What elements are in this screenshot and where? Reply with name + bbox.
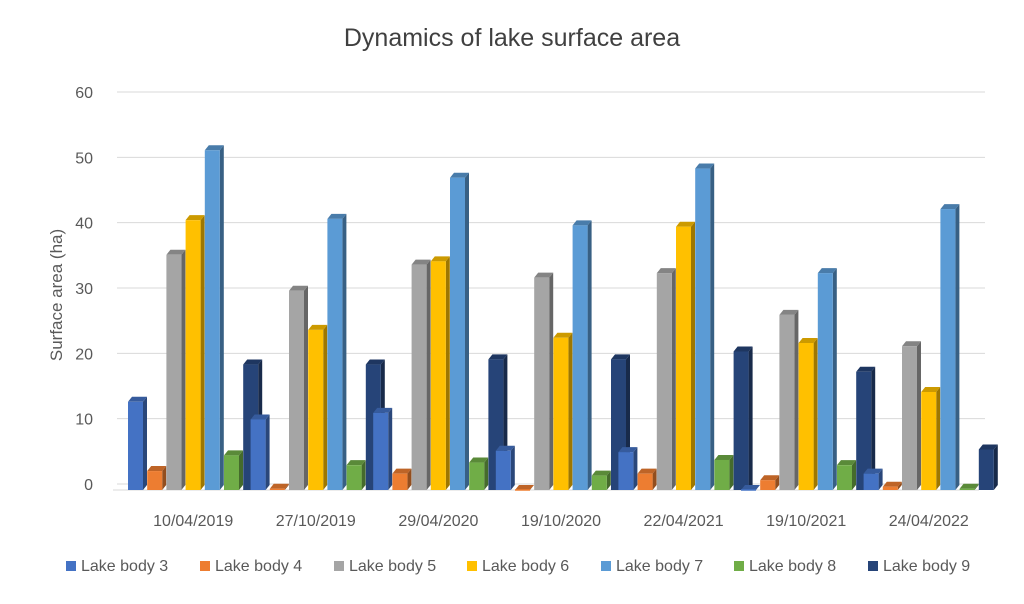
bar [656, 268, 676, 490]
bar [185, 215, 205, 490]
bar [204, 145, 224, 490]
legend: Lake body 3 Lake body 4 Lake body 5 Lake bo… [66, 558, 970, 575]
bar [534, 272, 554, 490]
bar [392, 468, 412, 490]
bar [676, 221, 695, 490]
bar [346, 460, 366, 490]
y-tick-label: 20 [75, 346, 93, 363]
bar [733, 346, 753, 490]
y-axis-label: Surface area (ha) [47, 229, 66, 361]
bar [289, 285, 308, 490]
bar [269, 483, 289, 490]
x-tick-label: 27/10/2019 [276, 513, 356, 530]
x-tick-labels: 10/04/2019 27/10/2019 29/04/2020 19/10/2020… [153, 513, 969, 530]
bar [779, 309, 799, 490]
legend-label: Lake body 9 [883, 558, 970, 575]
y-tick-label: 10 [75, 412, 93, 429]
y-tick-label: 50 [75, 150, 93, 167]
bar [250, 414, 270, 490]
bar [882, 481, 902, 490]
bar [978, 444, 998, 490]
bars [128, 145, 998, 491]
legend-label: Lake body 6 [482, 558, 569, 575]
legend-swatch [868, 561, 878, 571]
bar [863, 468, 883, 490]
legend-item: Lake body 4 [200, 558, 302, 575]
bar [411, 259, 431, 490]
bar [450, 172, 469, 490]
bar [308, 324, 328, 490]
chart-title: Dynamics of lake surface area [344, 24, 680, 52]
legend-swatch [601, 561, 611, 571]
legend-label: Lake body 3 [81, 558, 168, 575]
bar [469, 457, 489, 490]
bar [695, 163, 715, 490]
bar [166, 249, 186, 490]
bar [959, 483, 979, 490]
bar [591, 470, 611, 490]
bar [224, 450, 243, 490]
bar [921, 387, 941, 490]
bar [798, 338, 818, 490]
bar [515, 485, 534, 491]
legend-label: Lake body 4 [215, 558, 302, 575]
y-tick-label: 60 [75, 85, 93, 102]
y-tick-label: 0 [84, 477, 93, 494]
legend-swatch [66, 561, 76, 571]
legend-item: Lake body 7 [601, 558, 703, 575]
bar [553, 332, 573, 490]
bar [128, 396, 147, 490]
legend-swatch [334, 561, 344, 571]
bar [902, 341, 921, 490]
bar [327, 213, 347, 490]
x-tick-label: 19/10/2021 [766, 513, 846, 530]
legend-swatch [200, 561, 210, 571]
y-tick-labels: 0 10 20 30 40 50 60 [75, 85, 93, 494]
y-tick-label: 40 [75, 216, 93, 233]
x-tick-label: 10/04/2019 [153, 513, 233, 530]
bar [430, 256, 450, 490]
legend-label: Lake body 5 [349, 558, 436, 575]
bar [147, 466, 167, 490]
legend-label: Lake body 7 [616, 558, 703, 575]
bar [495, 445, 515, 490]
x-tick-label: 22/04/2021 [644, 513, 724, 530]
legend-item: Lake body 5 [334, 558, 436, 575]
bar [714, 454, 734, 490]
bar [856, 366, 876, 490]
legend-label: Lake body 8 [749, 558, 836, 575]
bar [572, 220, 592, 490]
legend-swatch [734, 561, 744, 571]
legend-item: Lake body 6 [467, 558, 569, 575]
legend-item: Lake body 8 [734, 558, 836, 575]
bar [637, 468, 657, 490]
x-tick-label: 19/10/2020 [521, 513, 601, 530]
bar [940, 204, 960, 491]
legend-item: Lake body 9 [868, 558, 970, 575]
x-tick-label: 24/04/2022 [889, 513, 969, 530]
bar [817, 268, 837, 490]
bar [618, 447, 638, 490]
y-tick-label: 30 [75, 281, 93, 298]
bar [760, 475, 780, 490]
legend-item: Lake body 3 [66, 558, 168, 575]
bar [741, 485, 760, 491]
bar [373, 407, 393, 490]
x-tick-label: 29/04/2020 [398, 513, 478, 530]
legend-swatch [467, 561, 477, 571]
bar [837, 460, 856, 490]
